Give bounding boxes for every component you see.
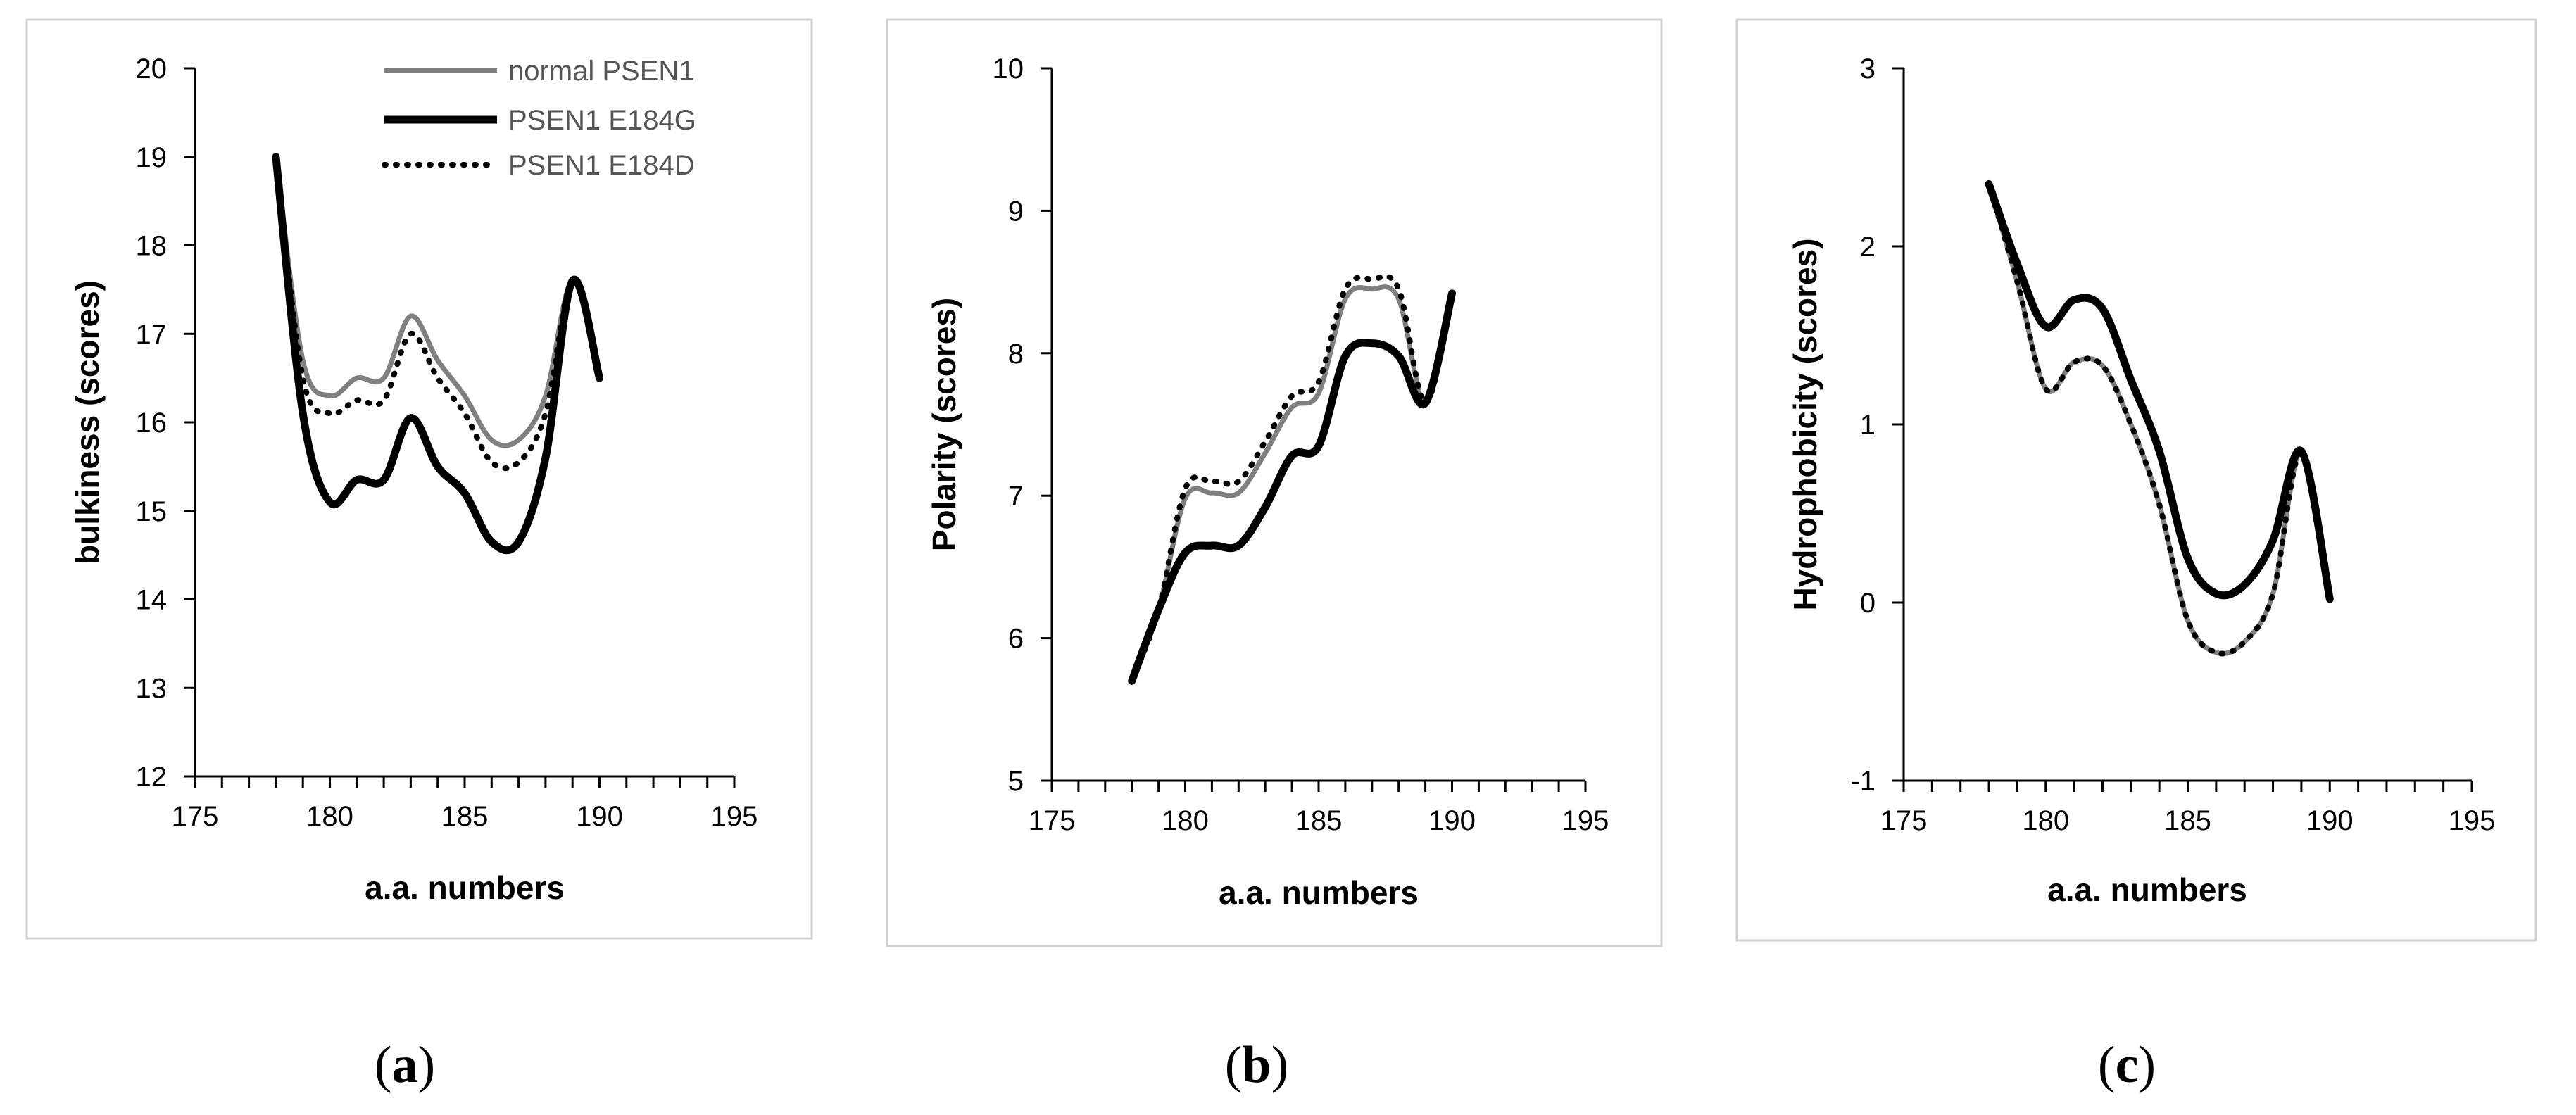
panel-a-y-tick-label: 12	[136, 762, 168, 793]
legend-normal-label: normal PSEN1	[508, 56, 695, 87]
panel-c-caption: (c)	[2098, 1036, 2156, 1094]
panel-b-caption-letter: b	[1242, 1036, 1271, 1094]
panel-c-xlabel: a.a. numbers	[2047, 871, 2247, 908]
panel-a-x-tick-label: 185	[441, 801, 489, 832]
legend: normal PSEN1 PSEN1 E184G PSEN1 E184D	[382, 56, 696, 181]
panel-b-x-tick-label: 175	[1029, 805, 1076, 836]
panel-c-plot: -1 0 1 2 3 175 180 185 190 195	[1850, 53, 2495, 836]
panel-b-x-tick-label: 185	[1295, 805, 1343, 836]
panel-b-y-tick-label: 5	[1008, 766, 1024, 797]
panel-c-ylabel: Hydrophobicity (scores)	[1787, 238, 1823, 610]
panel-b-x-tick-label: 195	[1562, 805, 1609, 836]
panel-c-y-tick-label: 2	[1860, 232, 1876, 263]
panel-a-caption: (a)	[375, 1036, 435, 1094]
panel-c-y-tick-label: 0	[1860, 588, 1876, 619]
panel-a-y-tick-label: 16	[136, 408, 168, 439]
panel-c-y-tick-label: 1	[1860, 410, 1876, 441]
panel-a-caption-letter: a	[392, 1036, 418, 1094]
panel-a-y-tick-label: 15	[136, 496, 168, 527]
panel-c-frame	[1735, 18, 2537, 942]
panel-a-x-tick-label: 195	[711, 801, 758, 832]
panel-a-plot: 12 13 14 15 16 17 18 19 20 175 180 185 190 195	[136, 53, 758, 832]
panel-a-y-tick-label: 20	[136, 53, 168, 84]
panel-b-y-tick-label: 7	[1008, 481, 1024, 512]
panel-b: 5 6 7 8 9 10 175 180 185 190 195 Polarity (scores)…	[886, 18, 1663, 1094]
panel-c-x-tick-label: 175	[1880, 805, 1928, 836]
legend-e184d-label: PSEN1 E184D	[508, 150, 695, 181]
panel-a-y-tick-label: 13	[136, 673, 168, 704]
panel-a-x-tick-label: 190	[576, 801, 623, 832]
panel-b-y-tick-label: 10	[993, 53, 1024, 84]
panel-c: -1 0 1 2 3 175 180 185 190 195 Hydrophobicity (sc…	[1735, 18, 2537, 1094]
panel-c-x-tick-label: 185	[2164, 805, 2211, 836]
panel-c-y-tick-label: -1	[1850, 766, 1876, 797]
legend-e184g-label: PSEN1 E184G	[508, 105, 696, 136]
panel-b-ylabel: Polarity (scores)	[926, 298, 962, 551]
panel-c-series-e184d	[1986, 181, 2333, 657]
panel-a-series-e184g	[272, 153, 603, 555]
panel-a-series-e184d	[272, 153, 603, 472]
panel-a-y-tick-label: 14	[136, 585, 168, 616]
panel-b-series-e184d	[1129, 273, 1455, 684]
panel-c-caption-letter: c	[2116, 1036, 2139, 1094]
panel-a-xlabel: a.a. numbers	[365, 869, 565, 906]
panel-c-x-tick-label: 195	[2449, 805, 2496, 836]
panel-b-y-tick-label: 9	[1008, 196, 1024, 227]
panel-c-x-tick-label: 190	[2306, 805, 2354, 836]
panel-c-series-e184g	[1985, 179, 2334, 603]
panel-a-y-tick-label: 18	[136, 231, 168, 262]
panel-b-xlabel: a.a. numbers	[1219, 874, 1419, 911]
panel-b-caption: (b)	[1225, 1036, 1288, 1094]
panel-b-x-tick-label: 180	[1162, 805, 1209, 836]
panel-a-x-tick-label: 180	[306, 801, 353, 832]
panel-b-x-tick-label: 190	[1428, 805, 1476, 836]
panel-b-y-tick-label: 6	[1008, 624, 1024, 655]
panel-a-x-tick-label: 175	[172, 801, 219, 832]
panel-c-y-tick-label: 3	[1860, 53, 1876, 84]
panel-a-ylabel: bulkiness (scores)	[69, 280, 106, 565]
panel-a-y-tick-label: 19	[136, 142, 168, 173]
panel-b-series-e184g	[1128, 289, 1456, 685]
panel-b-y-tick-label: 8	[1008, 339, 1024, 370]
panel-a-y-tick-label: 17	[136, 319, 168, 350]
panel-b-series-normal	[1129, 284, 1455, 684]
panel-c-x-tick-label: 180	[2022, 805, 2069, 836]
panel-b-plot: 5 6 7 8 9 10 175 180 185 190 195	[993, 53, 1609, 836]
panel-a: 12 13 14 15 16 17 18 19 20 175 180 185 190 195 bulkin…	[25, 18, 813, 1094]
